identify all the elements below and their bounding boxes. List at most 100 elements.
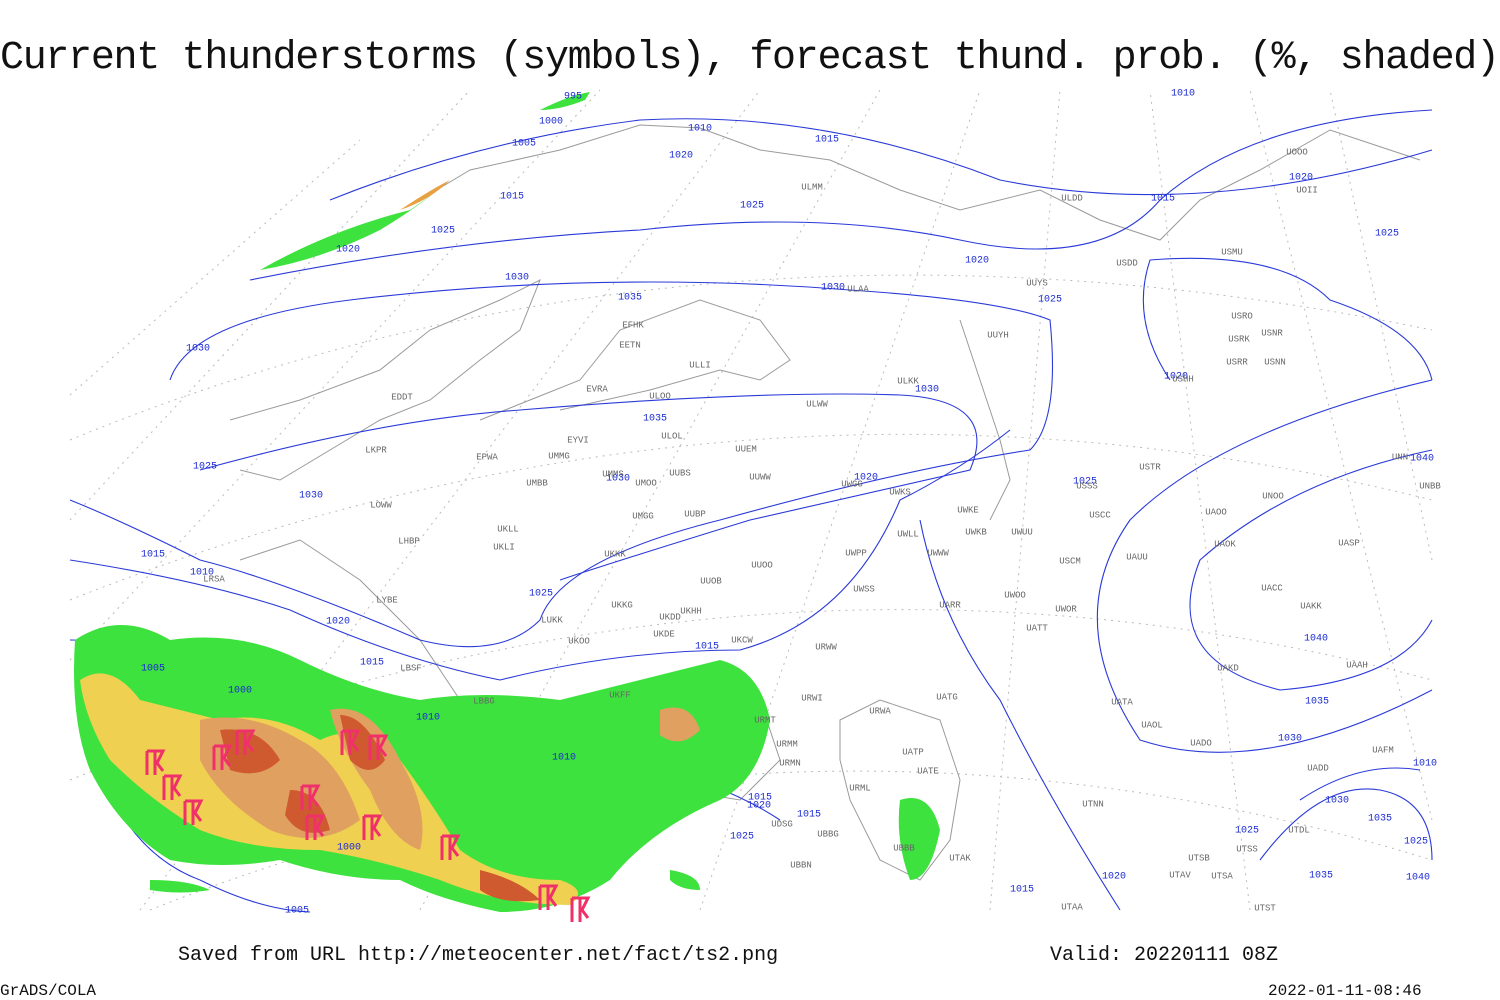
station-label: UTSB: [1188, 853, 1210, 863]
isobar-label: 1015: [141, 550, 165, 561]
graticule: [69, 89, 1433, 911]
station-label: UKHH: [680, 606, 702, 616]
isobar-label: 1000: [539, 117, 563, 128]
station-label: USNR: [1261, 328, 1283, 338]
isobar-label: 1030: [186, 344, 210, 355]
station-label: UAFM: [1372, 745, 1394, 755]
storm-symbol: [235, 729, 256, 755]
station-label: UTNN: [1082, 799, 1104, 809]
station-label: UNOO: [1262, 491, 1284, 501]
station-label: UASP: [1338, 538, 1360, 548]
isobar-label: 1010: [416, 713, 440, 724]
station-label: UTSS: [1236, 844, 1258, 854]
station-label: EYVI: [567, 435, 589, 445]
station-label: UWOO: [1004, 590, 1026, 600]
station-label: UAOK: [1214, 539, 1236, 549]
isobar-label: 1030: [1325, 796, 1349, 807]
station-label: USNN: [1264, 357, 1286, 367]
isobar-label: 1010: [1413, 759, 1437, 770]
station-label: UAOL: [1141, 720, 1163, 730]
station-label: URWW: [815, 642, 837, 652]
station-label: UAKD: [1217, 663, 1239, 673]
station-label: LUKK: [541, 615, 563, 625]
station-label: ULLI: [689, 360, 711, 370]
station-label: UUOO: [751, 560, 773, 570]
station-label: UKLI: [493, 542, 515, 552]
station-label: UKLL: [497, 524, 519, 534]
station-label: UMMG: [548, 451, 570, 461]
station-label: UUYS: [1026, 278, 1048, 288]
station-label: UTST: [1254, 903, 1276, 913]
station-label: UATG: [936, 692, 958, 702]
software: GrADS/COLA: [0, 982, 96, 1000]
station-label: UUOB: [700, 576, 722, 586]
isobar-label: 995: [564, 92, 582, 103]
storm-symbol: [212, 744, 233, 770]
isobar-label: 1020: [326, 617, 350, 628]
isobar-label: 1020: [965, 256, 989, 267]
isobar-label: 1025: [1073, 477, 1097, 488]
storm-symbol: [340, 729, 361, 755]
isobar-label: 1015: [1010, 885, 1034, 896]
isobar-label: 1040: [1304, 634, 1328, 645]
station-label: UWKB: [965, 527, 987, 537]
station-label: UTDL: [1288, 825, 1310, 835]
storm-symbol: [183, 799, 204, 825]
isobar-label: 1035: [1368, 814, 1392, 825]
station-label: UKKK: [604, 549, 626, 559]
station-label: UATE: [917, 766, 939, 776]
station-label: UUYH: [987, 330, 1009, 340]
station-label: EVRA: [586, 384, 608, 394]
thunderstorm-symbols: [145, 729, 591, 922]
station-label: ULWW: [806, 399, 828, 409]
station-label: LKPR: [365, 445, 387, 455]
station-label: LHBP: [398, 536, 420, 546]
station-label: URMN: [779, 758, 801, 768]
isobar-label: 1025: [730, 832, 754, 843]
station-label: UATT: [1026, 623, 1048, 633]
station-label: UTAA: [1061, 902, 1083, 912]
station-label: UKDE: [653, 629, 675, 639]
station-label: USSS: [1076, 481, 1098, 491]
isobar-label: 1005: [512, 139, 536, 150]
isobar-label: 1020: [1164, 372, 1188, 383]
isobar-label: 1035: [1305, 697, 1329, 708]
station-label: LYBE: [376, 595, 398, 605]
station-label: URMM: [776, 739, 798, 749]
isobar-label: 1020: [336, 245, 360, 256]
station-label: ULKK: [897, 376, 919, 386]
station-label: UKKG: [611, 600, 633, 610]
station-label: ULOO: [649, 391, 671, 401]
source-url: Saved from URL http://meteocenter.net/fa…: [178, 944, 778, 967]
isobar-label: 1025: [529, 589, 553, 600]
station-label: ULDD: [1061, 193, 1083, 203]
station-label: USCM: [1059, 556, 1081, 566]
station-label: UWLL: [897, 529, 919, 539]
isobar-label: 1010: [688, 124, 712, 135]
station-label: UBBG: [817, 829, 839, 839]
station-label: USTR: [1139, 462, 1161, 472]
station-label: UAKK: [1300, 601, 1322, 611]
station-label: USRO: [1231, 311, 1253, 321]
station-label: USRK: [1228, 334, 1250, 344]
isobar-label: 1030: [505, 273, 529, 284]
station-label: USMU: [1221, 247, 1243, 257]
station-label: UMBB: [526, 478, 548, 488]
station-label: EFHK: [622, 320, 644, 330]
station-label: UWSS: [853, 584, 875, 594]
storm-symbol: [440, 834, 461, 860]
storm-symbol: [362, 814, 383, 840]
station-label: UOOO: [1286, 147, 1308, 157]
isobar-label: 1015: [797, 810, 821, 821]
isobar-label: 1015: [1151, 194, 1175, 205]
station-label: UMOO: [635, 478, 657, 488]
station-label: UKFF: [609, 690, 631, 700]
storm-symbol: [305, 814, 326, 840]
isobar-label: 1005: [141, 664, 165, 675]
station-label: UUBS: [669, 468, 691, 478]
station-label: EETN: [619, 340, 641, 350]
station-label: LRSA: [203, 574, 225, 584]
station-label: UAOO: [1205, 507, 1227, 517]
station-label: UKOO: [568, 636, 590, 646]
isobar-label: 1020: [669, 151, 693, 162]
